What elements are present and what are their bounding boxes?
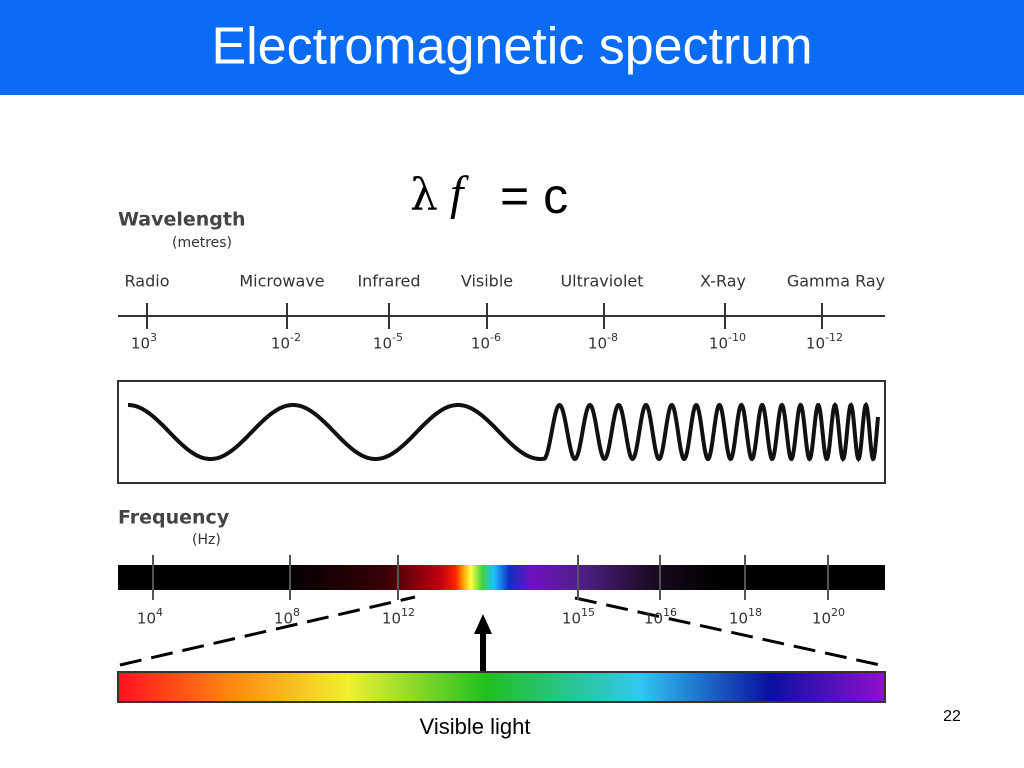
wavelength-tick-exponent: 3 xyxy=(150,331,157,344)
frequency-tick-exponent: 15 xyxy=(581,606,595,619)
frequency-tick-exponent: 20 xyxy=(831,606,845,619)
frequency-bar xyxy=(118,565,885,590)
zoom-line xyxy=(574,596,881,667)
wavelength-tick-exponent: -2 xyxy=(290,331,301,344)
frequency-tick-base: 10 xyxy=(382,610,401,628)
frequency-tick-base: 10 xyxy=(644,610,663,628)
wavelength-tick-base: 10 xyxy=(806,335,825,353)
wavelength-tick-exponent: -6 xyxy=(490,331,501,344)
wavelength-tick-exponent: -10 xyxy=(728,331,746,344)
frequency-tick-exponent: 18 xyxy=(748,606,762,619)
wavelength-tick-base: 10 xyxy=(588,335,607,353)
frequency-label: Frequency xyxy=(118,507,230,529)
frequency-tick-base: 10 xyxy=(137,610,156,628)
frequency-tick-exponent: 4 xyxy=(156,606,163,619)
band-name: Microwave xyxy=(239,272,324,291)
wave xyxy=(128,401,880,463)
equation-lambda: λ xyxy=(410,170,438,221)
title: Electromagnetic spectrum xyxy=(211,18,812,76)
visible-label: Visible light xyxy=(420,714,531,739)
frequency-unit: (Hz) xyxy=(192,532,221,548)
wavelength-unit: (metres) xyxy=(172,235,232,251)
frequency-tick-base: 10 xyxy=(274,610,293,628)
wavelength-tick-exponent: -8 xyxy=(607,331,618,344)
wavelength-tick-base: 10 xyxy=(471,335,490,353)
wavelength-tick-base: 10 xyxy=(131,335,150,353)
zoom-line xyxy=(119,595,416,667)
wavelength-tick-base: 10 xyxy=(373,335,392,353)
visible-bar xyxy=(117,671,886,703)
wavelength-label: Wavelength xyxy=(118,209,246,231)
wavelength-tick-base: 10 xyxy=(709,335,728,353)
equation-rest: = c xyxy=(500,168,568,224)
band-name: Infrared xyxy=(357,272,420,291)
band-name: Radio xyxy=(125,272,170,291)
page-number: 22 xyxy=(943,708,961,725)
wavelength-tick-exponent: -12 xyxy=(825,331,843,344)
wavelength-tick-base: 10 xyxy=(271,335,290,353)
arrow-head xyxy=(474,614,492,634)
frequency-tick-exponent: 8 xyxy=(293,606,300,619)
frequency-tick-base: 10 xyxy=(562,610,581,628)
frequency-tick-base: 10 xyxy=(812,610,831,628)
frequency-tick-exponent: 12 xyxy=(401,606,415,619)
wavelength-tick-exponent: -5 xyxy=(392,331,403,344)
band-name: Gamma Ray xyxy=(787,272,885,291)
header-bar xyxy=(0,0,1024,95)
band-name: Visible xyxy=(461,272,513,291)
frequency-tick-base: 10 xyxy=(729,610,748,628)
band-name: X-Ray xyxy=(700,272,746,291)
equation-f: f xyxy=(450,167,469,220)
band-name: Ultraviolet xyxy=(560,272,643,291)
frequency-tick-exponent: 16 xyxy=(663,606,677,619)
